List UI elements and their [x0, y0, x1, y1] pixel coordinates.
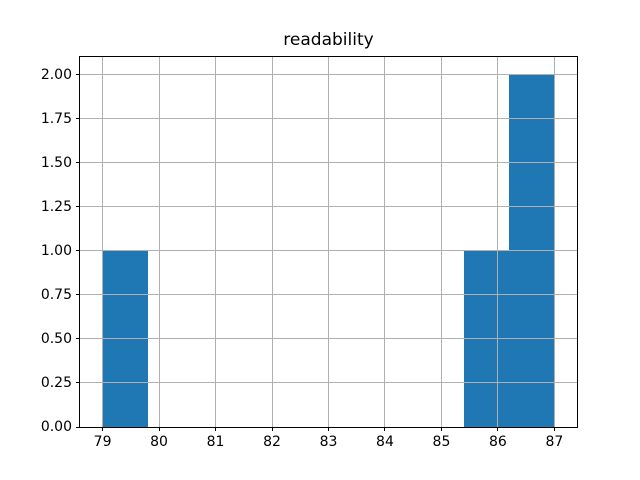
x-tick-label: 84 [376, 434, 394, 450]
x-tick-mark [271, 427, 273, 431]
gridline-vertical [328, 57, 329, 427]
x-tick-label: 87 [545, 434, 564, 450]
x-tick-mark [215, 427, 217, 431]
y-tick-mark [76, 74, 80, 76]
gridline-vertical [553, 57, 555, 427]
y-tick-mark [76, 162, 80, 164]
gridline-vertical [440, 57, 442, 427]
y-tick-label: 1.75 [40, 110, 72, 127]
gridline-horizontal [80, 338, 577, 340]
gridline-horizontal [80, 250, 577, 252]
x-tick-label: 82 [263, 434, 281, 450]
y-tick-label: 2.00 [40, 66, 72, 83]
y-tick-mark [76, 206, 80, 208]
gridline-horizontal [80, 206, 577, 208]
gridline-vertical [384, 57, 386, 427]
plot-area [79, 56, 578, 428]
x-tick-mark [328, 427, 329, 431]
gridline-vertical [158, 57, 160, 427]
x-tick-label: 85 [432, 434, 451, 450]
x-tick-mark [497, 427, 499, 431]
x-tick-label: 79 [93, 434, 112, 450]
y-tick-label: 0.25 [40, 374, 72, 391]
y-tick-mark [76, 294, 80, 296]
gridline-vertical [497, 57, 499, 427]
gridline-horizontal [80, 294, 577, 296]
y-tick-label: 1.00 [40, 242, 72, 259]
gridline-vertical [215, 57, 217, 427]
x-tick-mark [553, 427, 555, 431]
y-tick-label: 1.25 [40, 198, 72, 215]
gridline-horizontal [80, 162, 577, 164]
x-tick-label: 86 [489, 434, 507, 450]
y-tick-mark [76, 382, 80, 384]
chart-title: readability [283, 30, 374, 50]
y-tick-label: 0.50 [40, 330, 72, 347]
x-tick-label: 83 [319, 434, 338, 450]
x-tick-mark [102, 427, 104, 431]
gridline-horizontal [80, 382, 577, 384]
x-tick-mark [158, 427, 160, 431]
grid-layer [80, 57, 577, 428]
x-tick-mark [384, 427, 386, 431]
y-tick-label: 0.00 [40, 419, 72, 435]
x-tick-label: 80 [150, 434, 168, 450]
x-tick-label: 81 [206, 434, 225, 450]
y-tick-label: 0.75 [40, 286, 72, 303]
y-tick-mark [76, 338, 80, 340]
gridline-horizontal [80, 74, 577, 76]
axes-border [79, 56, 578, 428]
gridline-horizontal [80, 118, 577, 120]
y-tick-mark [76, 250, 80, 252]
y-tick-label: 1.50 [40, 154, 72, 171]
y-tick-mark [76, 426, 80, 428]
gridline-vertical [102, 57, 104, 427]
gridline-vertical [271, 57, 273, 427]
x-tick-mark [440, 427, 442, 431]
y-tick-mark [76, 118, 80, 120]
